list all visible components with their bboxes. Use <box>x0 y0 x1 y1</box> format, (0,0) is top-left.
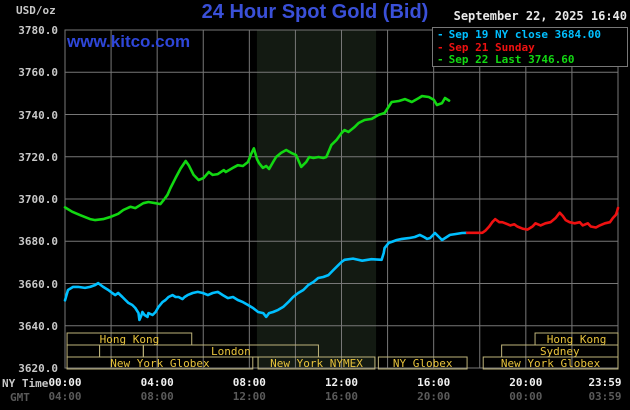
session-label: New York Globex <box>110 357 210 370</box>
legend-dash-sep21: - <box>437 40 444 54</box>
y-axis-tick: 3640.0 <box>18 319 58 333</box>
price-line-series-2 <box>63 94 451 222</box>
gmt-tick: 04:00 <box>48 390 82 403</box>
legend-item-sep19: - Sep 19 NY close 3684.00 <box>437 28 627 42</box>
y-axis-tick: 3680.0 <box>18 235 58 249</box>
legend-label-sep21: Sep 21 Sunday <box>448 40 535 54</box>
ny-time-tick: 04:00 <box>140 376 174 389</box>
session-box <box>377 356 468 370</box>
plot-border <box>64 29 619 369</box>
session-box <box>66 356 254 370</box>
session-box <box>99 344 144 358</box>
legend-label-sep19: Sep 19 NY close 3684.00 <box>448 28 601 41</box>
session-box <box>482 356 619 370</box>
y-axis-tick: 3740.0 <box>18 108 58 122</box>
price-line-series-0 <box>63 231 469 322</box>
gmt-tick: 03:59 <box>588 390 622 403</box>
ny-time-tick: 16:00 <box>417 376 451 389</box>
gmt-tick: 16:00 <box>324 390 359 403</box>
gmt-tick: 20:00 <box>417 390 451 403</box>
session-label: Hong Kong <box>547 333 607 346</box>
legend-item-sep22: - Sep 22 Last 3746.60 <box>437 53 627 67</box>
legend-dash-sep19: - <box>437 28 444 41</box>
y-axis-tick: 3720.0 <box>18 150 58 164</box>
session-label: London <box>211 345 251 358</box>
y-axis-tick: 3780.0 <box>18 24 58 37</box>
gmt-tick: 00:00 <box>509 390 543 403</box>
legend-box: - Sep 19 NY close 3684.00 - Sep 21 Sunday … <box>432 27 628 67</box>
legend-item-sep21: - Sep 21 Sunday <box>437 40 627 55</box>
session-label: New York NYMEX <box>270 357 363 370</box>
kitco-watermark-link[interactable]: www.kitco.com <box>67 32 191 51</box>
ny-time-tick: 20:00 <box>509 376 543 389</box>
ny-time-tick: 00:00 <box>48 376 82 389</box>
units-label: USD/oz <box>16 4 56 17</box>
gmt-tick: 08:00 <box>140 390 174 403</box>
price-line-series-1 <box>465 206 620 235</box>
session-label: Hong Kong <box>100 333 160 346</box>
session-label: New York Globex <box>501 357 601 370</box>
session-label: Sydney <box>540 345 580 358</box>
chart-title: 24 Hour Spot Gold (Bid) <box>201 1 429 23</box>
ny-time-axis-label: NY Time <box>2 377 49 390</box>
ny-time-tick: 12:00 <box>324 376 359 389</box>
y-axis-tick: 3700.0 <box>18 193 58 206</box>
y-axis-tick: 3620.0 <box>18 362 58 375</box>
ny-time-tick: 08:00 <box>232 376 266 389</box>
legend-label-sep22: Sep 22 Last 3746.60 <box>448 53 575 67</box>
gmt-axis-label: GMT <box>10 391 30 404</box>
session-label: NY Globex <box>393 357 453 370</box>
gmt-tick: 12:00 <box>232 390 266 403</box>
legend-dash-sep22: - <box>437 53 444 67</box>
session-box <box>257 356 376 370</box>
ny-time-tick: 23:59 <box>588 376 622 389</box>
y-axis-tick: 3660.0 <box>18 277 58 291</box>
y-axis-tick: 3760.0 <box>18 66 58 80</box>
datetime-label: September 22, 2025 16:40 <box>453 9 627 23</box>
session-box <box>66 344 101 358</box>
